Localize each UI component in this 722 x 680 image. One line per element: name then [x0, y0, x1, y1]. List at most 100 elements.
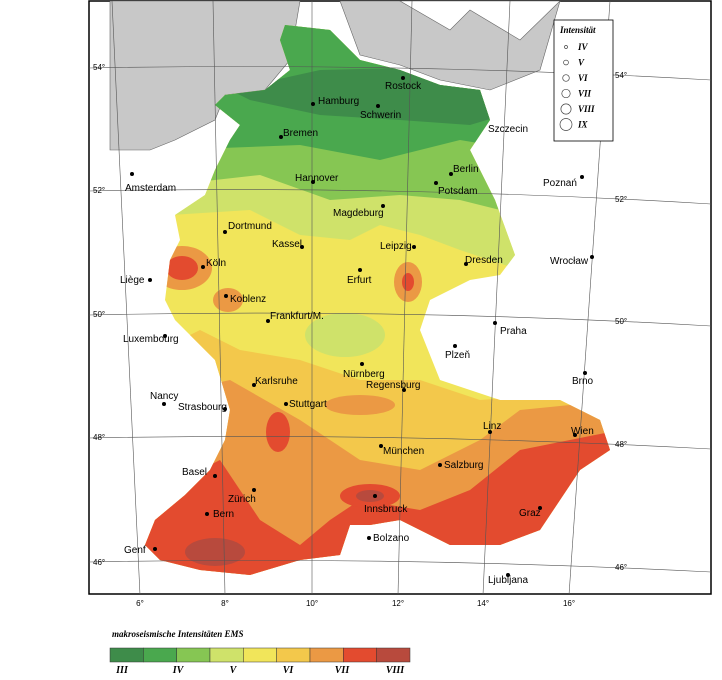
city-dot — [163, 334, 167, 338]
colorbar-swatch — [276, 647, 311, 663]
city-dot — [266, 319, 270, 323]
city-label: Köln — [206, 258, 226, 269]
city-dot — [506, 573, 510, 577]
legend-label: IX — [577, 120, 589, 130]
city-label: Bern — [213, 509, 234, 520]
legend-label: V — [578, 58, 585, 68]
latitude-label: 52° — [615, 195, 627, 204]
city-label: Nürnberg — [343, 369, 385, 380]
city-label: Liège — [120, 275, 145, 286]
city-label: Bremen — [283, 128, 318, 139]
city-label: Hannover — [295, 173, 339, 184]
city-label: Berlin — [453, 164, 479, 175]
city-dot — [300, 245, 304, 249]
longitude-label: 14° — [477, 599, 489, 608]
legend-symbol — [564, 45, 568, 49]
city-label: Magdeburg — [333, 208, 384, 219]
legend-symbol — [562, 74, 570, 82]
city-dot — [311, 102, 315, 106]
city-label: Zürich — [228, 494, 256, 505]
latitude-label: 48° — [615, 440, 627, 449]
base-map — [109, 1, 561, 151]
city-dot — [583, 371, 587, 375]
longitude-label: 10° — [306, 599, 318, 608]
city-label: Potsdam — [438, 186, 477, 197]
city-label: Basel — [182, 467, 207, 478]
city-label: Poznań — [543, 178, 577, 189]
longitude-label: 6° — [136, 599, 144, 608]
city-dot — [464, 262, 468, 266]
city-label: Genf — [124, 545, 146, 556]
city-label: München — [383, 446, 424, 457]
legend-label: IV — [577, 42, 589, 52]
longitude-label: 12° — [392, 599, 404, 608]
colorbar-swatch — [109, 647, 144, 663]
city-label: Wrocław — [550, 256, 589, 267]
legend-label: VIII — [578, 104, 595, 114]
city-dot — [488, 430, 492, 434]
longitude-label: 8° — [221, 599, 229, 608]
city-label: Rostock — [385, 81, 422, 92]
city-dot — [252, 488, 256, 492]
city-label: Koblenz — [230, 294, 266, 305]
colorbar-swatch — [209, 647, 244, 663]
city-label: Nancy — [150, 391, 178, 402]
latitude-label: 54° — [615, 71, 627, 80]
city-label: Brno — [572, 376, 594, 387]
colorbar-label: VI — [283, 665, 295, 675]
city-dot — [438, 463, 442, 467]
graticule — [89, 1, 711, 594]
city-dot — [402, 388, 406, 392]
colorbar-swatch — [376, 647, 411, 663]
city-label: Kassel — [272, 239, 302, 250]
city-dot — [360, 362, 364, 366]
legend-symbol — [560, 103, 572, 115]
longitude-label: 16° — [563, 599, 575, 608]
colorbar-title: makroseismische Intensitäten EMS — [112, 629, 244, 639]
city-label: Leipzig — [380, 241, 412, 252]
city-dot — [358, 268, 362, 272]
city-dot — [223, 230, 227, 234]
latitude-label: 46° — [615, 563, 627, 572]
city-label: Bolzano — [373, 533, 410, 544]
legend-symbol — [559, 118, 573, 131]
city-dot — [223, 407, 227, 411]
city-label: Regensburg — [366, 380, 420, 391]
city-label: Ljubljana — [488, 575, 528, 586]
city-label: Luxembourg — [123, 334, 179, 345]
colorbar-label: VIII — [386, 665, 405, 675]
city-dot — [453, 344, 457, 348]
legend-label: VII — [578, 89, 592, 99]
colorbar-label: IV — [172, 665, 185, 675]
city-dot — [573, 433, 577, 437]
city-label: Hamburg — [318, 96, 359, 107]
city-dot — [162, 402, 166, 406]
city-label: Szczecin — [488, 124, 528, 135]
city-dot — [284, 402, 288, 406]
city-dot — [279, 135, 283, 139]
latitude-label: 52° — [93, 186, 105, 195]
city-dot — [213, 474, 217, 478]
city-label: Innsbruck — [364, 504, 408, 515]
city-dot — [412, 245, 416, 249]
city-dot — [224, 294, 228, 298]
city-dot — [252, 383, 256, 387]
legend-symbol — [563, 59, 569, 66]
city-label: Dresden — [465, 255, 503, 266]
city-dot — [580, 175, 584, 179]
city-dot — [130, 172, 134, 176]
city-label: Salzburg — [444, 460, 483, 471]
city-dot — [153, 547, 157, 551]
city-label: Strasbourg — [178, 402, 227, 413]
city-dot — [373, 494, 377, 498]
city-dot — [449, 172, 453, 176]
city-label: Graz — [519, 508, 541, 519]
colorbar-label: III — [115, 665, 129, 675]
city-label: Praha — [500, 326, 527, 337]
city-dot — [201, 265, 205, 269]
city-label: Schwerin — [360, 110, 401, 121]
colorbar-label: VII — [335, 665, 351, 675]
city-label: Wien — [571, 426, 594, 437]
